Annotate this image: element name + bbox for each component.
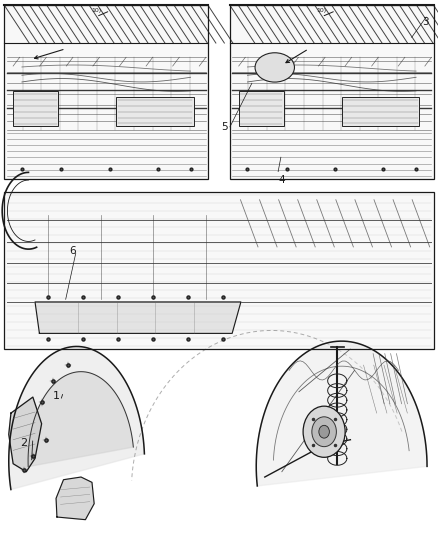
Text: 6: 6 — [69, 246, 76, 255]
Bar — [13, 92, 58, 126]
Bar — [4, 192, 434, 349]
Polygon shape — [9, 397, 42, 472]
Bar — [230, 5, 434, 179]
Text: 5: 5 — [221, 122, 228, 132]
Bar — [239, 92, 283, 126]
Polygon shape — [256, 341, 427, 486]
Text: 4: 4 — [278, 175, 285, 185]
Polygon shape — [9, 346, 145, 489]
Bar — [117, 96, 194, 126]
Polygon shape — [56, 477, 94, 520]
Bar — [4, 5, 208, 179]
Text: 2: 2 — [21, 439, 28, 448]
Polygon shape — [35, 302, 241, 334]
Bar — [4, 192, 434, 349]
Circle shape — [312, 417, 336, 447]
Polygon shape — [28, 372, 133, 467]
Circle shape — [319, 425, 329, 438]
Circle shape — [303, 406, 345, 457]
Text: 3: 3 — [422, 17, 428, 27]
Bar — [4, 5, 208, 179]
Text: 10): 10) — [317, 8, 327, 13]
Bar — [230, 5, 434, 179]
Text: 1: 1 — [53, 391, 60, 401]
Text: 10): 10) — [91, 8, 101, 13]
Ellipse shape — [255, 53, 294, 82]
Bar — [342, 96, 419, 126]
